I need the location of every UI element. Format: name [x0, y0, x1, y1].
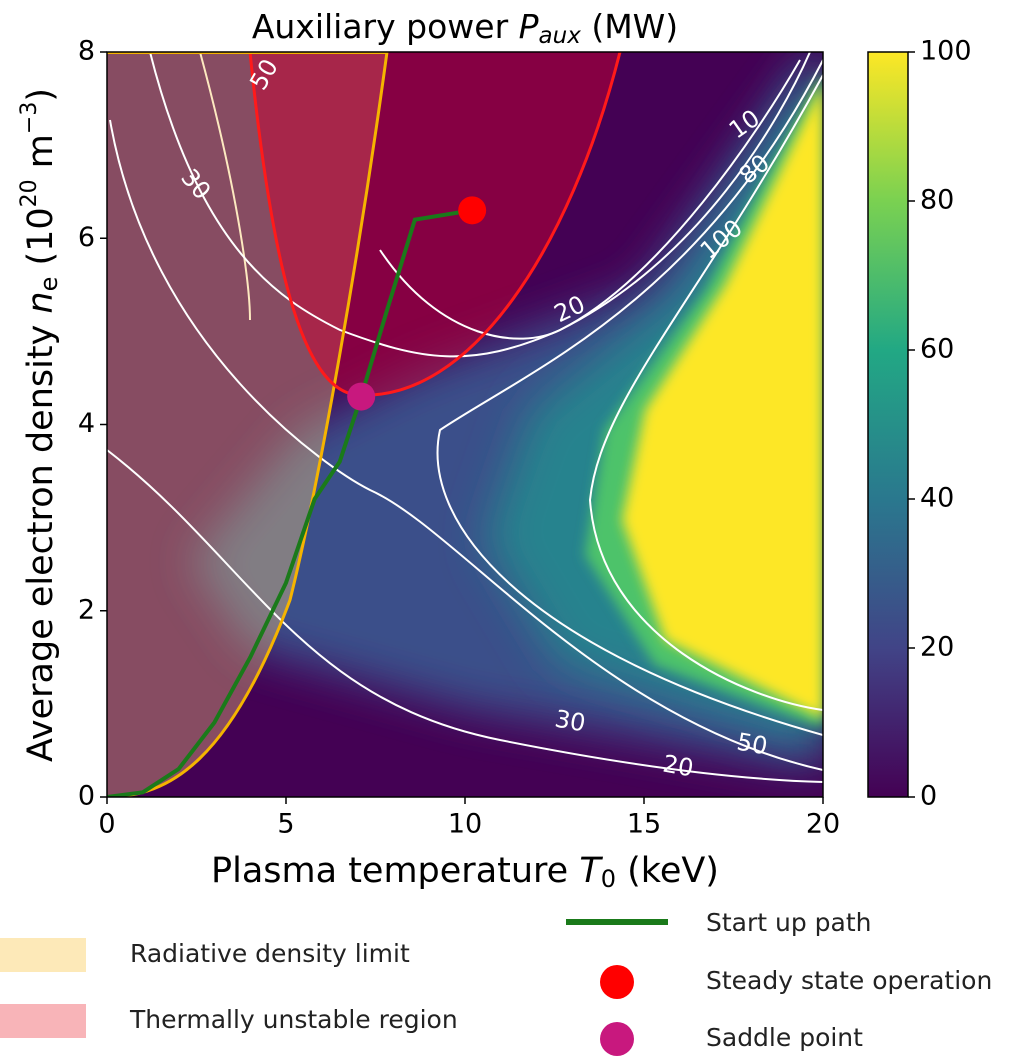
title-text: aux: [539, 23, 582, 49]
colorbar-tick-label: 0: [920, 781, 937, 812]
y-label-text: −3: [17, 102, 42, 134]
contour-label: 20: [661, 750, 696, 783]
contour-line: [436, 59, 823, 736]
contour-label: 30: [553, 705, 588, 738]
legend-label: Radiative density limit: [130, 939, 410, 968]
y-label-text: e: [35, 277, 63, 292]
x-tick-label: 15: [627, 809, 661, 840]
title-text: P: [519, 7, 539, 46]
contour-line: [107, 449, 823, 783]
legend-swatch: [0, 1004, 86, 1038]
colorbar-tick-label: 100: [920, 36, 972, 67]
contour-line: [588, 74, 823, 711]
y-tick-label: 0: [78, 781, 95, 812]
title-text: Auxiliary power: [252, 7, 519, 46]
x-tick-label: 20: [806, 809, 840, 840]
contour-line: [379, 59, 801, 340]
y-axis-label: Average electron density ne (1020 m−3): [17, 88, 63, 762]
x-tick-label: 10: [448, 809, 482, 840]
colorbar-tick-label: 80: [920, 185, 954, 216]
point: [347, 382, 376, 411]
x-axis-label: Plasma temperature T0 (keV): [211, 851, 719, 893]
colorbar-tick-label: 40: [920, 483, 954, 514]
contour-label: 50: [735, 728, 770, 761]
legend-label: Steady state operation: [706, 966, 992, 995]
point: [458, 196, 487, 225]
y-tick-label: 6: [78, 222, 95, 253]
contours: [107, 52, 823, 783]
legend-swatch: [600, 1022, 634, 1056]
y-tick-label: 2: [78, 594, 95, 625]
title-text: (MW): [581, 7, 678, 46]
startup-path: [107, 208, 473, 797]
x-label-text: Plasma temperature: [211, 851, 579, 891]
radiative-limit-line: [107, 52, 389, 797]
y-label-text: n: [21, 291, 61, 313]
y-label-text: (10: [21, 207, 61, 276]
colorbar: [868, 52, 908, 797]
colorbar-tick-label: 20: [920, 632, 954, 663]
legend-label: Thermally unstable region: [129, 1005, 458, 1034]
colorbar-tick-label: 60: [920, 334, 954, 365]
chart-title: Auxiliary power Paux (MW): [252, 7, 678, 49]
y-label-text: Average electron density: [21, 314, 61, 762]
y-label-text: 20: [17, 179, 42, 207]
contour-line: [149, 52, 811, 358]
x-tick-label: 0: [98, 809, 115, 840]
unstable-region: [250, 52, 620, 396]
y-label-text: m: [21, 134, 61, 179]
x-label-text: T: [579, 851, 603, 891]
legend-swatch: [600, 965, 634, 999]
x-tick-label: 5: [277, 809, 294, 840]
legend-label: Saddle point: [706, 1023, 863, 1052]
x-label-text: (keV): [616, 851, 719, 891]
field-region: [622, 82, 823, 718]
y-label-text: ): [21, 88, 61, 102]
y-tick-label: 8: [78, 36, 95, 67]
contour-line: [199, 52, 251, 321]
legend-label: Start up path: [706, 908, 872, 937]
contour-line: [109, 119, 823, 771]
legend: Radiative density limit Thermally unstabl…: [0, 908, 992, 1056]
y-tick-label: 4: [78, 408, 95, 439]
x-label-text: 0: [601, 865, 616, 893]
legend-swatch: [0, 938, 86, 972]
colorbar-frame: [867, 51, 909, 798]
